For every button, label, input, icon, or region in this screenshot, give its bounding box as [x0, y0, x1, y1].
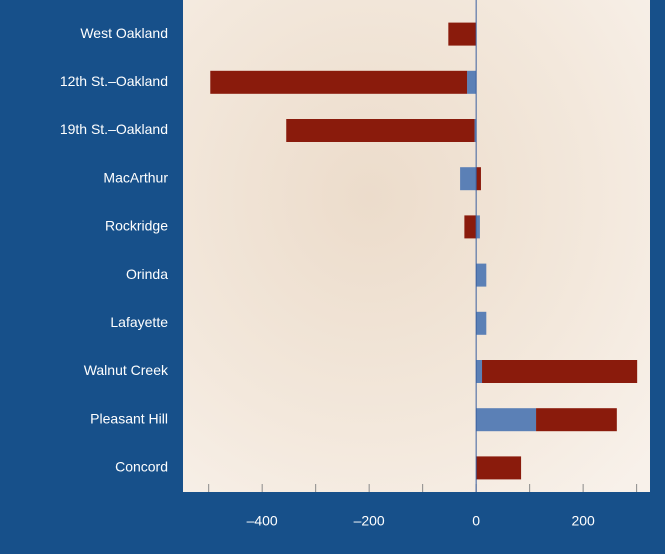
bar: [448, 22, 477, 46]
category-label: Pleasant Hill: [90, 410, 168, 426]
category-label: 19th St.–Oakland: [60, 121, 168, 137]
bar: [476, 360, 483, 383]
category-label: West Oakland: [80, 25, 168, 41]
category-label: Lafayette: [110, 314, 168, 330]
x-tick-label: 0: [472, 513, 480, 529]
bar: [476, 215, 480, 239]
x-tick-label: 200: [571, 513, 595, 529]
category-label: 12th St.–Oakland: [60, 73, 168, 89]
category-label: Orinda: [126, 266, 168, 282]
bar: [476, 167, 481, 191]
bar: [460, 167, 477, 191]
bar: [464, 215, 477, 239]
bar: [474, 119, 477, 142]
category-label: Concord: [115, 459, 168, 475]
bar: [286, 119, 475, 142]
bar: [467, 70, 477, 94]
bar: [482, 360, 638, 383]
x-tick-label: –400: [247, 513, 278, 529]
category-label: Rockridge: [105, 218, 168, 234]
bar: [210, 70, 468, 94]
x-tick-label: –200: [354, 513, 385, 529]
category-label: MacArthur: [103, 169, 168, 185]
bar: [476, 408, 537, 432]
bar: [476, 311, 487, 335]
bar: [536, 408, 617, 432]
category-label: Walnut Creek: [84, 362, 169, 378]
bar: [476, 263, 487, 287]
bar: [476, 456, 522, 480]
